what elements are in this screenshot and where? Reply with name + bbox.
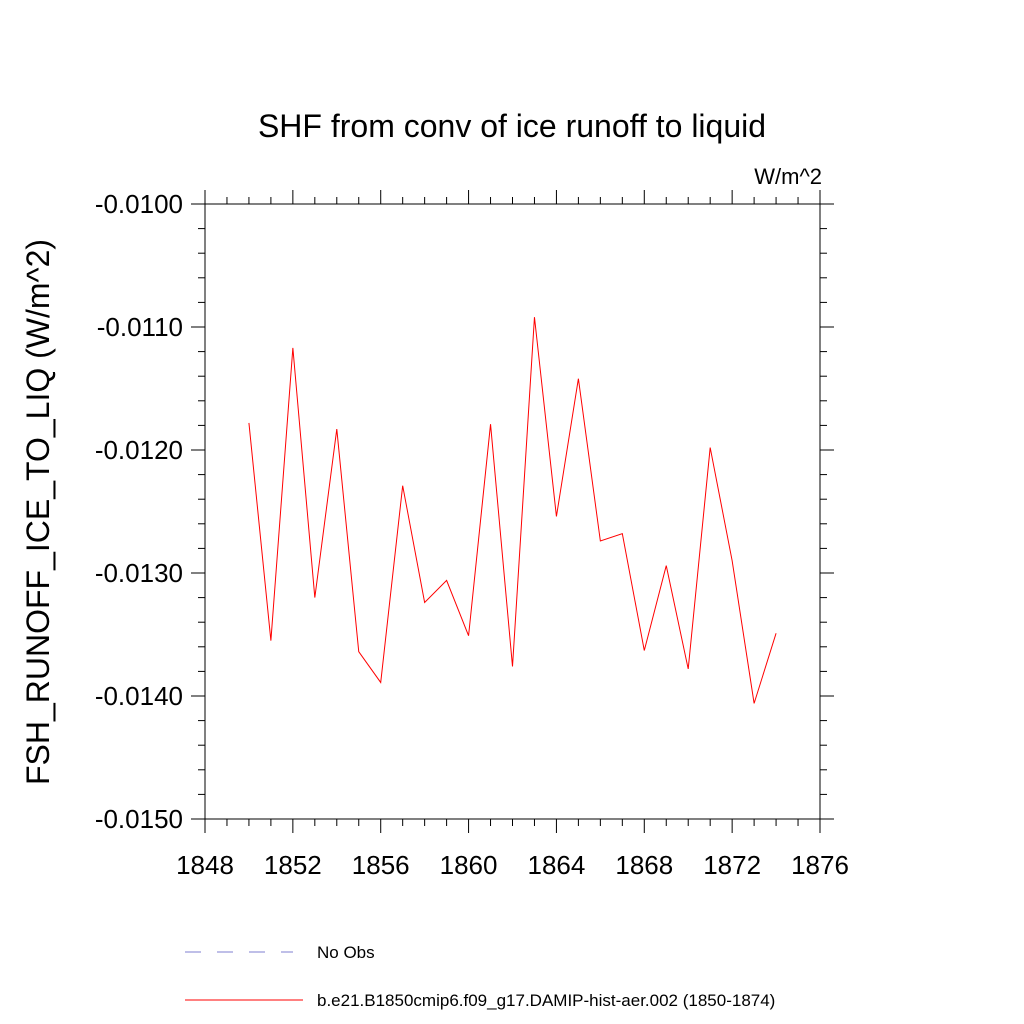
y-tick-label: -0.0100 <box>95 189 183 219</box>
x-tick-label: 1868 <box>615 850 673 880</box>
x-tick-label: 1860 <box>440 850 498 880</box>
legend-label: b.e21.B1850cmip6.f09_g17.DAMIP-hist-aer.… <box>317 991 775 1010</box>
legend: No Obs b.e21.B1850cmip6.f09_g17.DAMIP-his… <box>185 943 775 1010</box>
x-tick-label: 1872 <box>703 850 761 880</box>
y-tick-label: -0.0140 <box>95 681 183 711</box>
legend-label: No Obs <box>317 943 375 962</box>
plot-frame <box>204 203 821 820</box>
y-tick-label: -0.0150 <box>95 804 183 834</box>
y-tick-label: -0.0110 <box>97 312 183 342</box>
y-tick-label: -0.0120 <box>95 435 183 465</box>
x-tick-label: 1852 <box>264 850 322 880</box>
y-tick-labels: -0.0100 -0.0110 -0.0120 -0.0130 -0.0140 -0.01… <box>95 189 183 834</box>
y-tick-label: -0.0130 <box>95 558 183 588</box>
x-tick-label: 1848 <box>176 850 234 880</box>
series-line <box>248 317 777 704</box>
units-label: W/m^2 <box>754 164 822 189</box>
y-axis-label: FSH_RUNOFF_ICE_TO_LIQ (W/m^2) <box>20 239 56 785</box>
series-layer <box>248 317 777 704</box>
chart-title: SHF from conv of ice runoff to liquid <box>258 108 766 144</box>
axis-ticks <box>191 190 834 833</box>
x-tick-label: 1876 <box>791 850 849 880</box>
x-tick-label: 1856 <box>352 850 410 880</box>
x-tick-label: 1864 <box>528 850 586 880</box>
x-tick-labels: 1848 1852 1856 1860 1864 1868 1872 1876 <box>176 850 849 880</box>
